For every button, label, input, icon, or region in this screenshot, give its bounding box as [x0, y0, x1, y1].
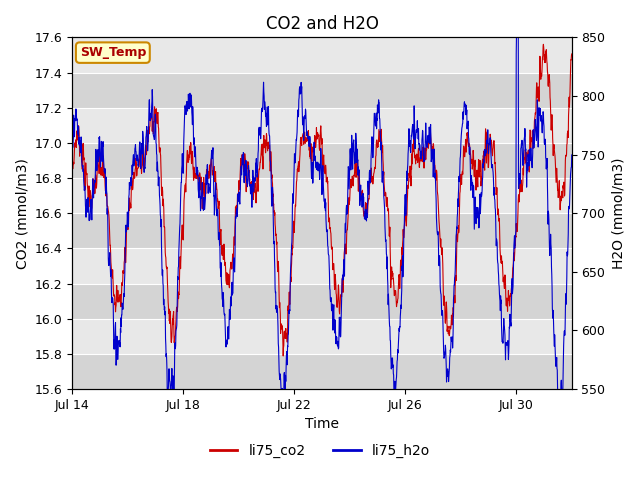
Y-axis label: CO2 (mmol/m3): CO2 (mmol/m3)	[15, 158, 29, 269]
Bar	[72, 37, 572, 72]
Bar	[72, 249, 572, 284]
Bar	[72, 108, 572, 143]
Bar	[72, 72, 572, 108]
Bar	[72, 213, 572, 249]
Bar	[72, 284, 572, 319]
Bar	[72, 354, 572, 389]
Bar	[72, 319, 572, 354]
Legend: li75_co2, li75_h2o: li75_co2, li75_h2o	[204, 438, 436, 464]
Bar	[72, 178, 572, 213]
Text: SW_Temp: SW_Temp	[79, 46, 146, 59]
Y-axis label: H2O (mmol/m3): H2O (mmol/m3)	[611, 157, 625, 269]
X-axis label: Time: Time	[305, 418, 339, 432]
Title: CO2 and H2O: CO2 and H2O	[266, 15, 378, 33]
Bar	[72, 143, 572, 178]
